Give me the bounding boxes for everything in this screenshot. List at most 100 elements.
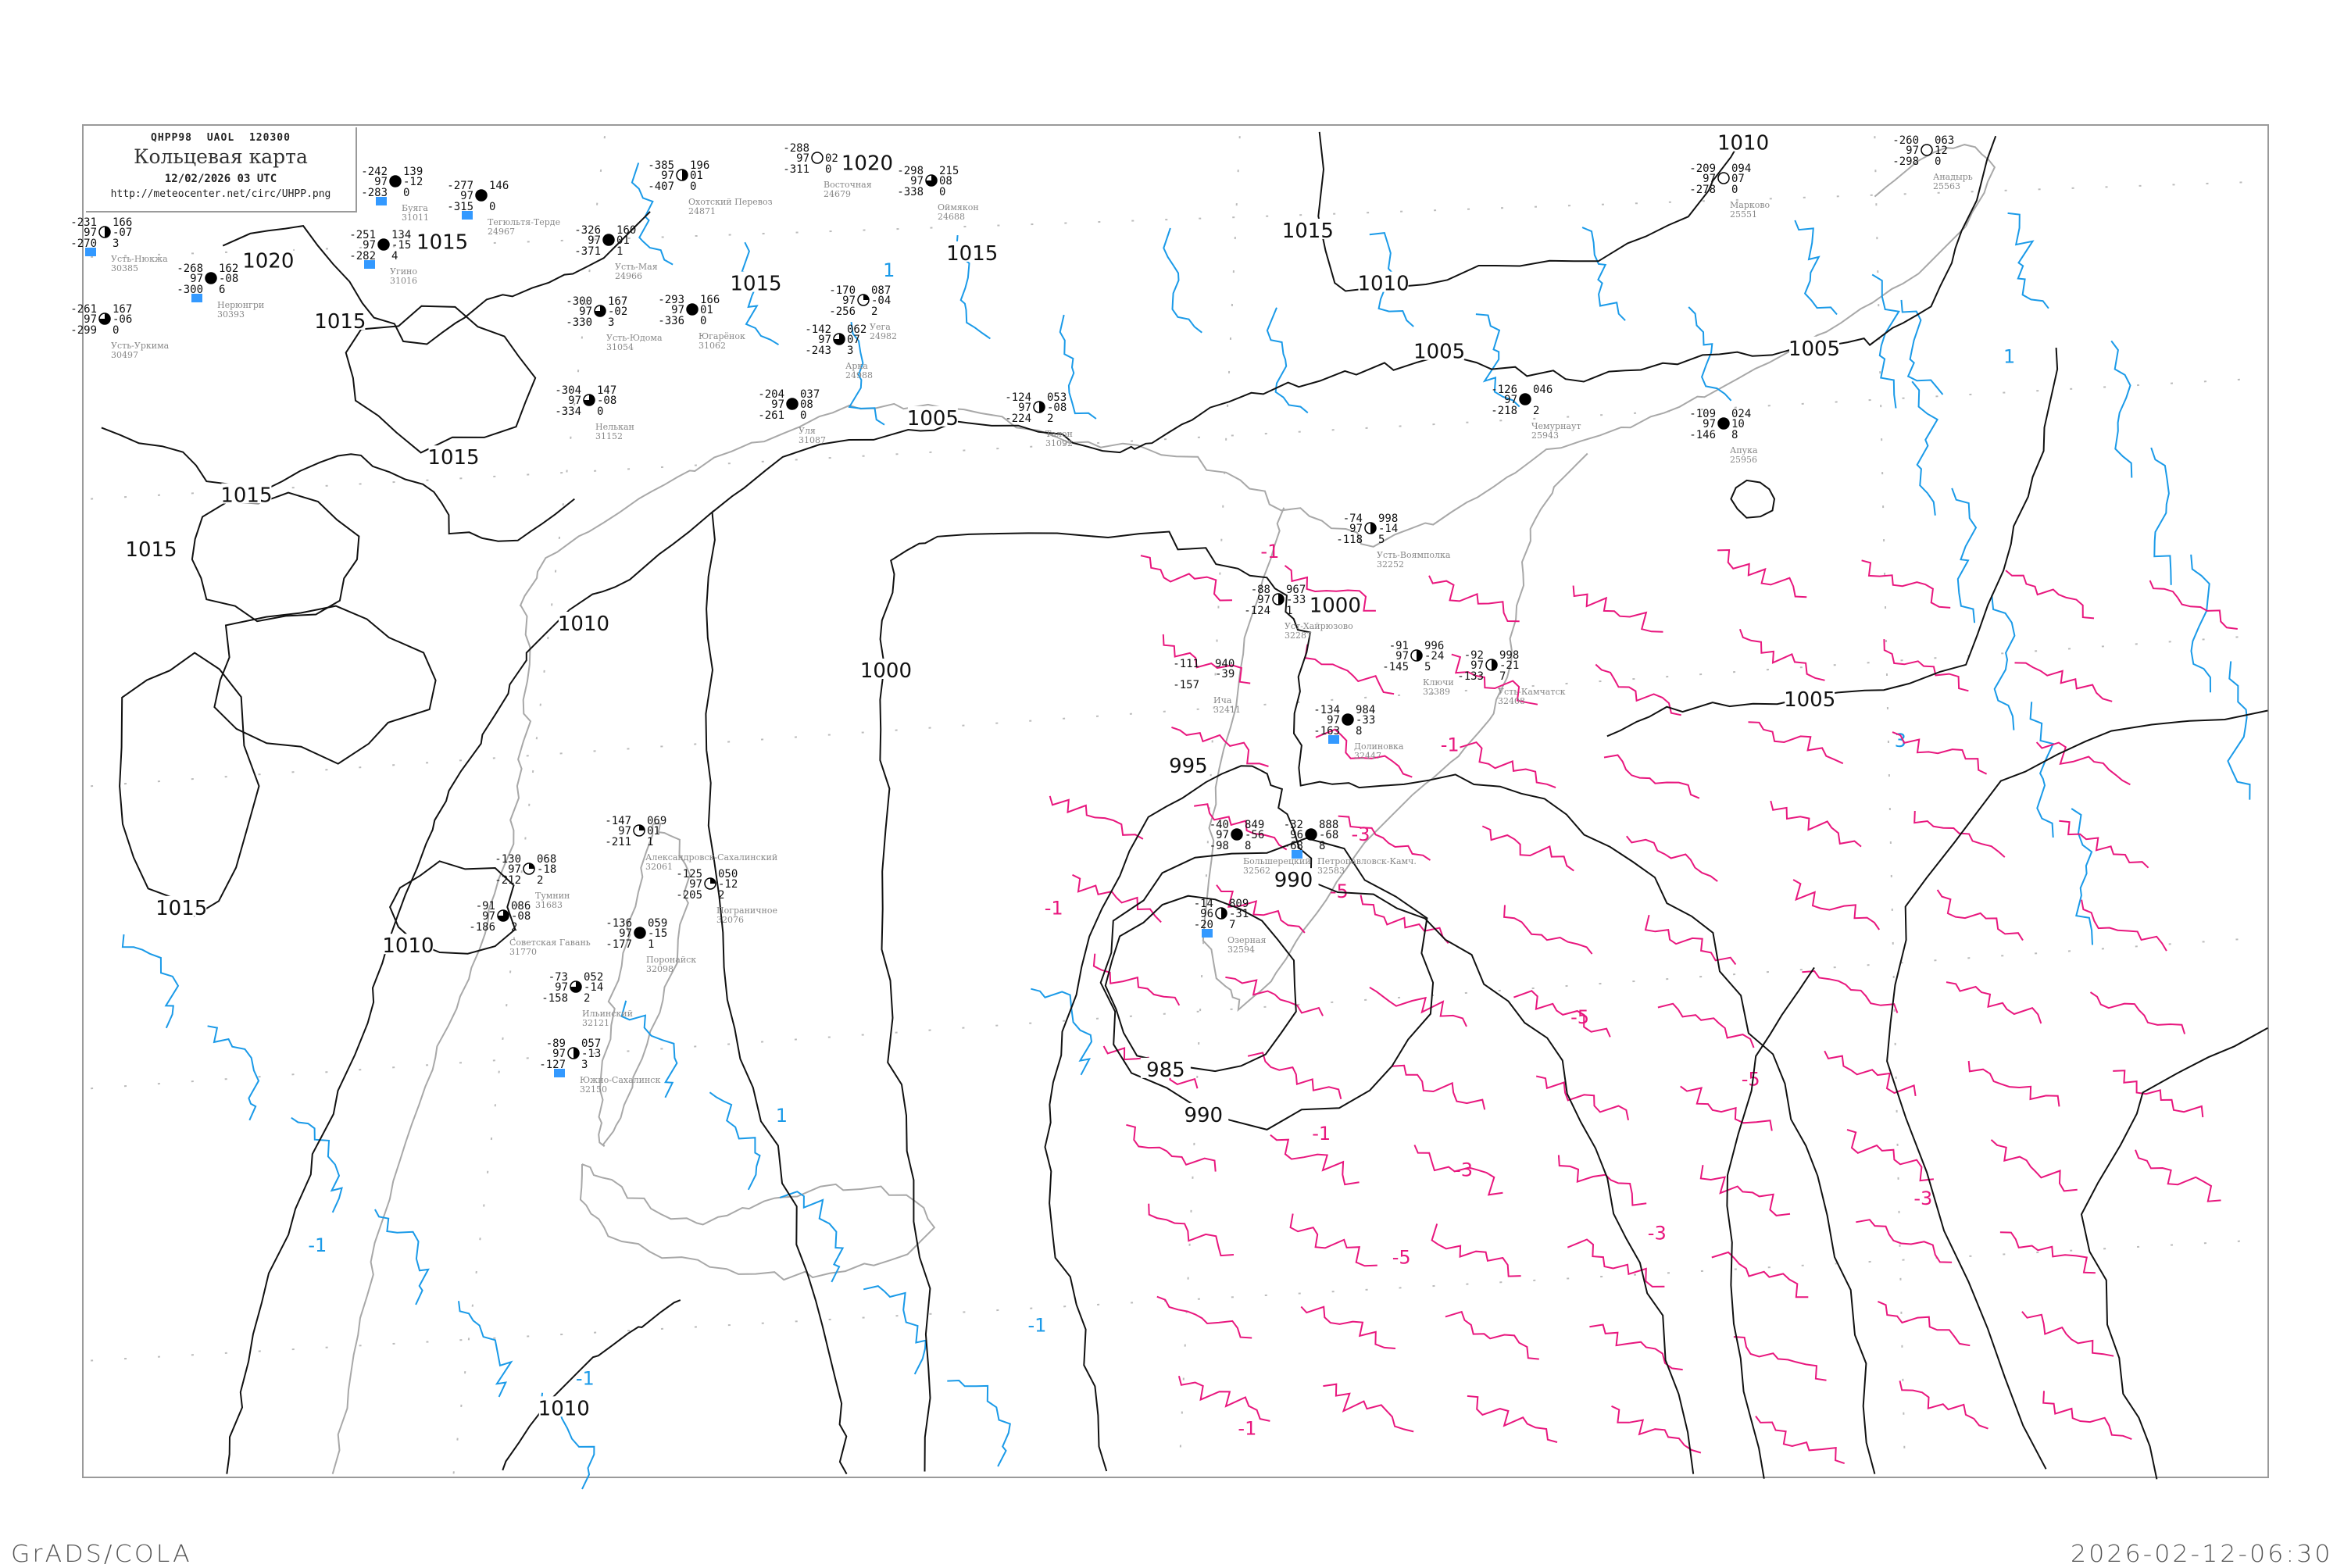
air-temperature: -124 <box>1005 391 1031 404</box>
low-cloud-amount: 2 <box>511 921 517 934</box>
air-temperature: -130 <box>495 853 521 866</box>
isotherm-label: -5 <box>1330 880 1349 902</box>
station-id: 31092 <box>1045 438 1073 448</box>
isotherm-segment <box>1475 313 1520 408</box>
station-name: Уега <box>870 322 891 332</box>
isobar-label-group: 985 <box>1140 1057 1191 1082</box>
isotherm-segment <box>1824 1050 1917 1097</box>
isotherm-segment <box>2035 741 2131 786</box>
isobars: 1020101510151015101510151015101010101020… <box>101 130 2268 1480</box>
low-cloud-amount: 2 <box>718 889 724 902</box>
air-temperature: -326 <box>574 224 601 237</box>
precip-marker <box>85 248 96 256</box>
isobar-label: 995 <box>1169 755 1208 778</box>
isotherm-segment <box>2149 580 2238 630</box>
isotherm-segment <box>1284 565 1376 612</box>
low-cloud-amount: 5 <box>1424 661 1431 673</box>
cloud-cover-icon <box>1921 144 1933 156</box>
isotherm-label-group: -1 <box>1260 541 1279 563</box>
pressure-tendency: -56 <box>1245 829 1264 841</box>
air-temperature: -293 <box>658 294 684 306</box>
isotherm-segment <box>1951 488 1978 623</box>
isotherm-label-group: -3 <box>1454 1159 1473 1180</box>
station-name: Нелькан <box>595 422 634 432</box>
pressure: 046 <box>1533 384 1553 396</box>
isobar-line <box>705 512 848 1475</box>
station-name: Ключи <box>1423 677 1454 688</box>
isobar-line <box>1886 709 2268 1470</box>
isotherm-segment <box>1072 873 1162 923</box>
pressure: 215 <box>939 165 959 177</box>
isobar-label: 1015 <box>427 446 479 470</box>
isotherm-label-group: 1 <box>776 1105 788 1127</box>
air-temperature: -147 <box>605 815 631 827</box>
visibility: 97 <box>84 227 97 239</box>
isobar-line <box>101 427 575 542</box>
low-cloud-amount: 0 <box>825 163 831 176</box>
station-id: 25956 <box>1730 455 1757 465</box>
air-temperature: -260 <box>1892 134 1919 147</box>
isotherm-segment <box>2089 991 2186 1034</box>
isotherm-segment <box>620 1000 678 1098</box>
isotherm-segment <box>1738 628 1825 681</box>
station-id: 24982 <box>870 331 897 341</box>
pressure: 050 <box>718 868 738 880</box>
air-temperature: -14 <box>1194 898 1213 910</box>
isotherm-label-group: -1 <box>576 1367 595 1389</box>
low-cloud-amount: 4 <box>391 250 398 263</box>
isotherm-segment <box>1163 227 1202 334</box>
pressure-tendency: -08 <box>1047 402 1067 414</box>
air-temperature: -40 <box>1210 819 1229 831</box>
air-temperature: -109 <box>1689 408 1716 420</box>
isotherm-label: -3 <box>1352 823 1370 845</box>
air-temperature: -204 <box>758 388 784 401</box>
visibility: 97 <box>1470 659 1484 672</box>
pressure-tendency: 01 <box>616 234 630 247</box>
pressure-tendency: -14 <box>584 981 603 994</box>
air-temperature: -268 <box>177 263 203 275</box>
isotherm-segment <box>1770 800 1862 848</box>
station-id: 32252 <box>1377 559 1404 570</box>
dew-point: -299 <box>70 324 97 337</box>
isobar-label: 1005 <box>1788 338 1840 361</box>
pressure: 059 <box>648 917 667 930</box>
